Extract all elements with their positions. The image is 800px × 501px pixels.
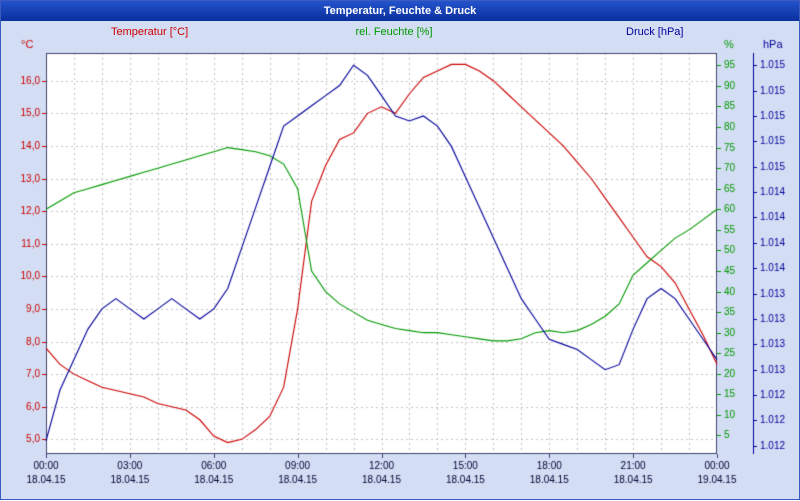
chart-canvas	[1, 39, 800, 501]
chart-legend: Temperatur [°C] rel. Feuchte [%] Druck […	[1, 26, 799, 40]
legend-humidity: rel. Feuchte [%]	[355, 26, 433, 38]
legend-pressure: Druck [hPa]	[626, 26, 684, 38]
window-title: Temperatur, Feuchte & Druck	[323, 5, 477, 17]
legend-temperature: Temperatur [°C]	[111, 26, 189, 38]
title-bar: Temperatur, Feuchte & Druck	[1, 1, 799, 21]
